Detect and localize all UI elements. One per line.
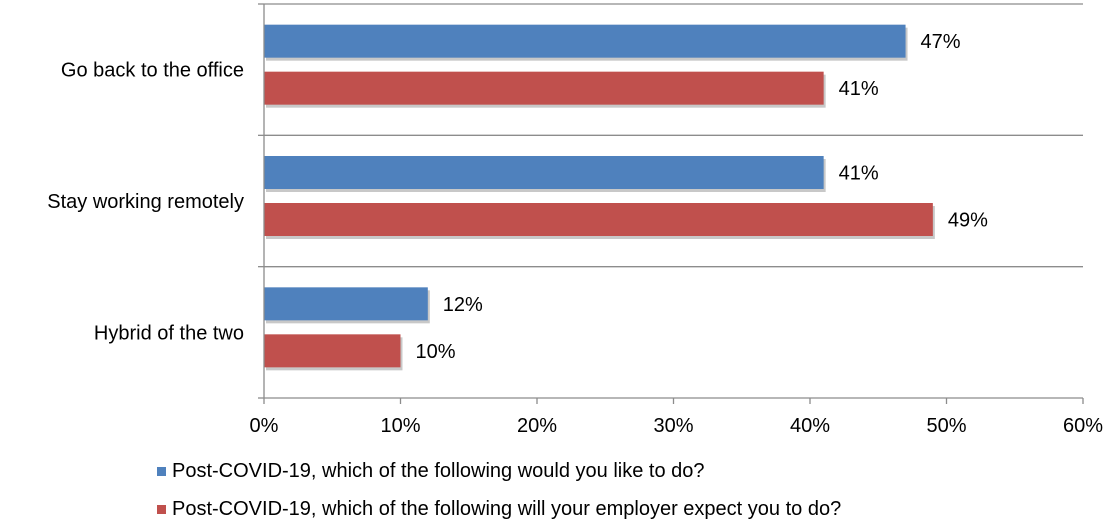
x-tick-label: 10% xyxy=(380,415,420,437)
bar-value-label: 47% xyxy=(921,31,961,53)
bar-value-label: 41% xyxy=(839,78,879,100)
bar xyxy=(264,334,401,368)
value-labels: 47% 41% 41% 49% 12% 10% xyxy=(416,31,989,363)
legend-label: Post-COVID-19, which of the following wi… xyxy=(172,498,842,520)
x-axis: 0% 10% 20% 30% 40% 50% 60% xyxy=(250,3,1103,437)
bar-chart: 47% 41% 41% 49% 12% 10% Go back to the office… xyxy=(47,3,1103,437)
x-tick-label: 50% xyxy=(926,415,966,437)
x-tick-label: 40% xyxy=(790,415,830,437)
bar-value-label: 41% xyxy=(839,163,879,185)
bar-value-label: 49% xyxy=(948,210,988,232)
x-tick-label: 60% xyxy=(1063,415,1103,437)
category-label: Go back to the office xyxy=(61,60,244,82)
x-tick-label: 20% xyxy=(517,415,557,437)
legend-item-series-1: Post-COVID-19, which of the following wo… xyxy=(157,460,705,483)
legend-swatch-blue xyxy=(157,467,166,476)
x-tick-label: 30% xyxy=(653,415,693,437)
legend-swatch-red xyxy=(157,505,166,514)
category-label: Hybrid of the two xyxy=(94,322,244,344)
legend-item-series-2: Post-COVID-19, which of the following wi… xyxy=(157,498,841,521)
legend-label: Post-COVID-19, which of the following wo… xyxy=(172,460,705,482)
bar xyxy=(264,71,824,105)
bar xyxy=(264,203,933,236)
bar xyxy=(264,287,428,321)
bar xyxy=(264,24,906,58)
category-labels: Go back to the office Stay working remote… xyxy=(47,60,244,345)
x-tick-label: 0% xyxy=(250,415,279,437)
bars xyxy=(264,24,935,371)
bar-value-label: 10% xyxy=(416,341,456,363)
bar-value-label: 12% xyxy=(443,294,483,316)
bar xyxy=(264,156,824,189)
category-gridlines xyxy=(264,3,1083,268)
category-label: Stay working remotely xyxy=(47,191,244,213)
